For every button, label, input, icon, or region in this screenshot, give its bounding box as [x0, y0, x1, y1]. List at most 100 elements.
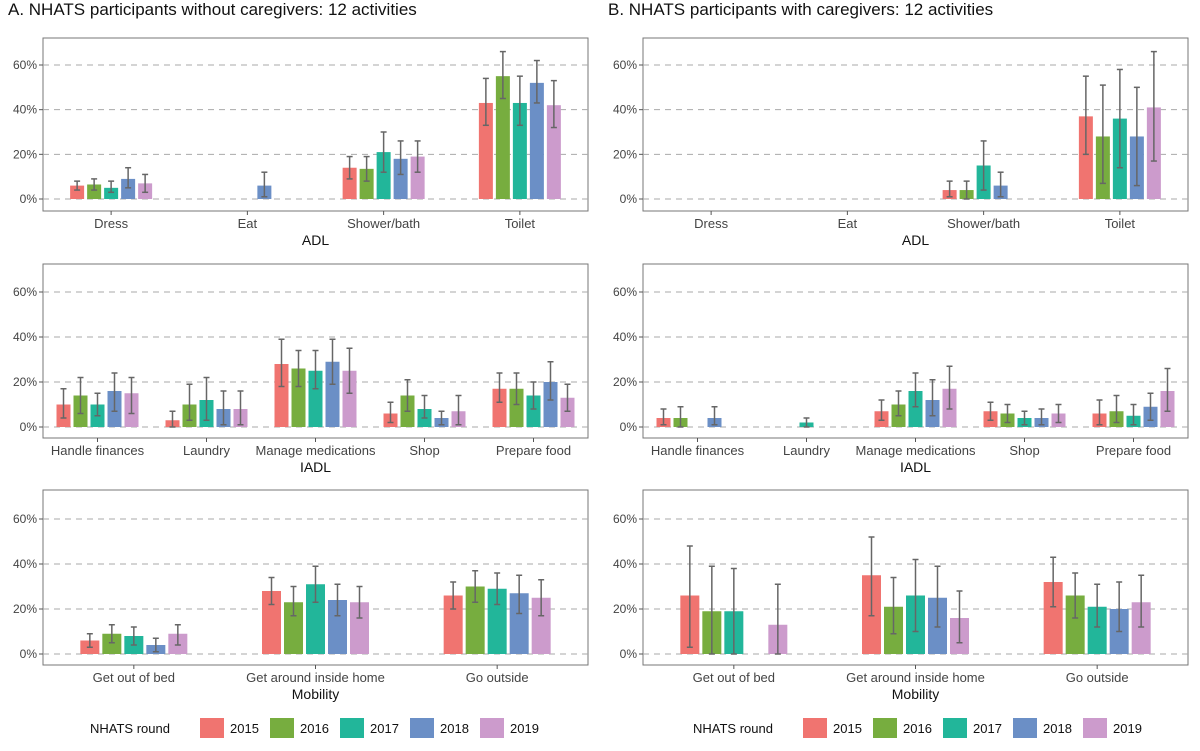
panel-a-iadl-ytick-label: 0%: [20, 420, 38, 434]
panel-a-adl-bar-2018: [121, 178, 136, 199]
panel-b-mobility-category-label: Get out of bed: [693, 670, 775, 685]
panel-a-mobility-bar-2017: [487, 588, 507, 654]
panel-a-adl-bar-2017: [376, 152, 391, 199]
panel-a-mobility-bar-2015: [443, 595, 463, 654]
panel-a-adl-ytick-label: 0%: [20, 192, 38, 206]
legend-b-swatch-2018: [1013, 718, 1037, 738]
panel-b-adl-bar-2015: [1078, 116, 1093, 199]
legend-a-swatch-2016: [270, 718, 294, 738]
panel-a-adl-category-label: Eat: [238, 216, 258, 231]
panel-a-mobility-ytick-label: 0%: [20, 647, 38, 661]
panel-a-adl-bar-2015: [478, 102, 493, 199]
panel-a-iadl-bar-2015: [274, 364, 289, 427]
panel-a-mobility-bar-2016: [465, 586, 485, 654]
panel-a-adl-bar-2015: [70, 185, 85, 199]
legend-b-title: NHATS round: [693, 721, 773, 736]
legend-b-label-2019: 2019: [1113, 721, 1142, 736]
panel-b-adl-ytick-label: 60%: [613, 58, 637, 72]
panel-a-adl-bar-2018: [393, 158, 408, 199]
panel-a-iadl-bar-2019: [342, 370, 357, 427]
panel-a-adl-category-label: Dress: [94, 216, 128, 231]
legend-a-swatch-2019: [480, 718, 504, 738]
panel-a-adl-bar-2019: [410, 156, 425, 199]
panel-b-iadl-category-label: Laundry: [783, 443, 830, 458]
legend-b-label-2018: 2018: [1043, 721, 1072, 736]
panel-b-adl-category-label: Toilet: [1105, 216, 1136, 231]
panel-a-iadl-category-label: Laundry: [183, 443, 230, 458]
panel-b-adl-category-label: Eat: [838, 216, 858, 231]
panel-b-adl-category-label: Shower/bath: [947, 216, 1020, 231]
panel-b-iadl-category-label: Prepare food: [1096, 443, 1171, 458]
panel-b-mobility-bar-2017: [1087, 606, 1107, 654]
panel-b-mobility-ytick-label: 0%: [620, 647, 638, 661]
panel-a-iadl-bar-2017: [526, 395, 541, 427]
panel-b-mobility-ytick-label: 60%: [613, 512, 637, 526]
panel-a-mobility-ytick-label: 40%: [13, 557, 37, 571]
panel-a-adl-bar-2017: [512, 102, 527, 199]
panel-a-iadl-category-label: Prepare food: [496, 443, 571, 458]
panel-a-adl-ytick-label: 60%: [13, 58, 37, 72]
panel-b-adl-ytick-label: 40%: [613, 103, 637, 117]
panel-a-iadl-bar-2017: [308, 370, 323, 427]
panel-b-mobility-ytick-label: 40%: [613, 557, 637, 571]
panel-a-iadl-category-label: Manage medications: [256, 443, 376, 458]
panel-b-mobility-bar-2019: [1131, 602, 1151, 654]
panel-a-mobility-ytick-label: 60%: [13, 512, 37, 526]
panel-a-iadl-ytick-label: 60%: [13, 285, 37, 299]
panel-a-adl-bar-2018: [529, 82, 544, 199]
panel-a-iadl-bar-2015: [492, 388, 507, 427]
legend-b-label-2016: 2016: [903, 721, 932, 736]
panel-a-mobility-bar-2017: [306, 584, 325, 654]
panel-a-iadl-bar-2016: [291, 368, 306, 427]
panel-b-mobility-axis-title: Mobility: [892, 686, 939, 702]
panel-b-mobility-bar-2015: [1043, 582, 1063, 654]
legend-b-swatch-2015: [803, 718, 827, 738]
panel-a-iadl-ytick-label: 20%: [13, 375, 37, 389]
legend-a-title: NHATS round: [90, 721, 170, 736]
panel-a-mobility-axis-title: Mobility: [292, 686, 339, 702]
legend-b-swatch-2019: [1083, 718, 1107, 738]
panel-a-mobility-category-label: Go outside: [466, 670, 529, 685]
legend-a-label-2016: 2016: [300, 721, 329, 736]
legend-a-label-2019: 2019: [510, 721, 539, 736]
legend-b-swatch-2016: [873, 718, 897, 738]
panel-a-adl-axis-title: ADL: [302, 232, 329, 248]
panel-a-iadl-category-label: Handle finances: [51, 443, 145, 458]
panel-b-iadl-ytick-label: 20%: [613, 375, 637, 389]
panel-a-mobility-bar-2018: [509, 593, 529, 654]
panel-a-mobility-category-label: Get out of bed: [93, 670, 175, 685]
panel-a-mobility-category-label: Get around inside home: [246, 670, 385, 685]
legend-a-label-2017: 2017: [370, 721, 399, 736]
legend-a-label-2015: 2015: [230, 721, 259, 736]
panel-a-mobility-ytick-label: 20%: [13, 602, 37, 616]
panel-b-iadl-ytick-label: 0%: [620, 420, 638, 434]
panel-a-mobility-bar-2019: [350, 602, 369, 654]
panel-b-iadl-ytick-label: 40%: [613, 330, 637, 344]
panel-a-mobility-bar-2019: [531, 597, 551, 654]
panel-b-adl-category-label: Dress: [694, 216, 728, 231]
legend-a-swatch-2015: [200, 718, 224, 738]
panel-b-iadl-axis-title: IADL: [900, 459, 931, 475]
panel-b-title: B. NHATS participants with caregivers: 1…: [608, 0, 994, 19]
panel-a-adl-bar-2017: [104, 187, 119, 199]
legend-a-swatch-2018: [410, 718, 434, 738]
panel-a-iadl-bar-2016: [509, 388, 524, 427]
legend-a-swatch-2017: [340, 718, 364, 738]
panel-a-adl-ytick-label: 20%: [13, 147, 37, 161]
legend-b-swatch-2017: [943, 718, 967, 738]
panel-b-mobility-bar-2016: [1065, 595, 1085, 654]
panel-a-mobility-bar-2015: [262, 591, 281, 654]
panel-a-adl-bar-2016: [87, 184, 102, 199]
panel-a-adl-bar-2016: [359, 168, 374, 199]
panel-b-iadl-category-label: Manage medications: [856, 443, 976, 458]
panel-a-mobility-bar-2018: [328, 600, 347, 654]
panel-b-iadl-bar-2017: [908, 391, 923, 427]
panel-b-mobility-category-label: Get around inside home: [846, 670, 985, 685]
panel-b-mobility-category-label: Go outside: [1066, 670, 1129, 685]
panel-a-adl-bar-2015: [342, 167, 357, 199]
panel-a-iadl-category-label: Shop: [409, 443, 439, 458]
panel-a-iadl-bar-2018: [543, 382, 558, 427]
panel-a-iadl-ytick-label: 40%: [13, 330, 37, 344]
panel-a-title: A. NHATS participants without caregivers…: [8, 0, 417, 19]
